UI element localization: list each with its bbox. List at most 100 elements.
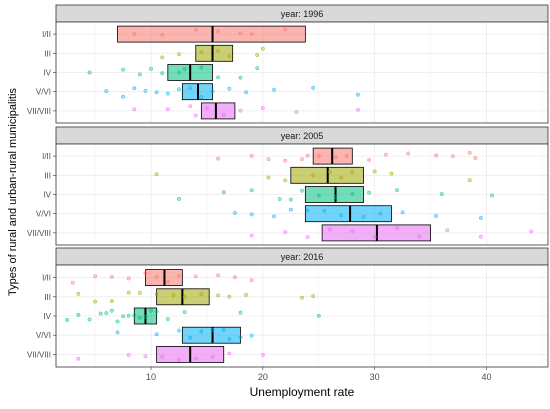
data-point <box>316 153 321 158</box>
data-point <box>467 178 472 183</box>
data-point <box>216 75 221 80</box>
data-point <box>372 169 377 174</box>
data-point <box>177 273 181 278</box>
data-point <box>104 89 109 94</box>
data-point <box>244 90 249 95</box>
data-point <box>177 52 181 57</box>
data-point <box>283 178 288 183</box>
data-point <box>473 156 478 160</box>
data-point <box>434 214 439 218</box>
data-point <box>478 216 483 220</box>
data-point <box>260 352 265 357</box>
data-point <box>439 192 444 196</box>
data-point <box>210 327 215 332</box>
data-point <box>221 327 226 332</box>
data-point <box>232 275 237 280</box>
data-point <box>288 207 293 212</box>
data-point <box>177 70 181 75</box>
data-point <box>227 54 232 59</box>
data-point <box>378 211 383 216</box>
data-point <box>490 193 495 198</box>
data-point <box>76 356 81 361</box>
box-V-VI <box>181 326 241 344</box>
data-point <box>93 274 98 279</box>
x-tick-label: 30 <box>370 372 380 382</box>
data-point <box>478 234 483 239</box>
data-point <box>283 158 288 163</box>
data-point <box>160 354 165 359</box>
data-point <box>177 357 181 362</box>
data-point <box>109 299 114 304</box>
data-point <box>154 274 159 279</box>
data-point <box>328 227 332 232</box>
data-point <box>193 274 198 279</box>
box-III <box>195 44 234 62</box>
box-I-II <box>117 25 306 43</box>
y-tick-label: V/VI <box>36 331 51 340</box>
data-point <box>137 315 142 320</box>
data-point <box>417 234 422 239</box>
data-point <box>389 171 394 176</box>
data-point <box>126 276 131 281</box>
data-point <box>227 294 232 299</box>
data-point <box>406 151 411 156</box>
data-point <box>221 113 226 118</box>
data-point <box>76 312 81 317</box>
data-point <box>109 308 114 313</box>
data-point <box>305 235 310 239</box>
data-point <box>272 214 276 219</box>
data-point <box>132 313 137 318</box>
y-tick-label: VII/VIII <box>27 229 51 238</box>
y-axis-title: Types of rural and urban-rural municipal… <box>7 88 19 296</box>
data-point <box>154 332 159 337</box>
data-point <box>199 95 204 99</box>
data-point <box>238 31 243 36</box>
data-point <box>93 299 98 304</box>
y-tick-label: VII/VIII <box>27 107 51 116</box>
data-point <box>311 294 316 299</box>
data-point <box>126 313 131 318</box>
data-point <box>160 55 165 60</box>
data-point <box>311 85 316 90</box>
data-point <box>355 92 360 97</box>
panel-1: year: 1996 I/II III IV V/VI VII/VIII <box>27 4 549 124</box>
data-point <box>316 313 321 318</box>
data-point <box>272 87 276 92</box>
data-point <box>249 333 254 338</box>
panel-border <box>55 264 549 368</box>
data-point <box>165 317 170 322</box>
data-point <box>249 233 254 238</box>
panel-2: year: 2005 I/II III IV V/VI VII/VIII <box>27 126 549 246</box>
data-point <box>149 308 153 313</box>
x-axis: 10 20 30 40 <box>146 367 492 382</box>
data-point <box>300 295 304 300</box>
facet-strip-label: year: 2005 <box>281 131 324 141</box>
data-point <box>311 173 316 178</box>
data-point <box>160 32 165 37</box>
data-point <box>350 192 355 196</box>
data-point <box>210 89 215 94</box>
data-point <box>529 229 534 234</box>
box-VII-VIII <box>200 102 236 120</box>
y-tick-label: V/VI <box>36 88 51 97</box>
data-point <box>328 170 332 175</box>
data-point <box>126 353 131 357</box>
data-point <box>76 291 81 296</box>
y-tick-label: I/II <box>42 274 51 283</box>
x-tick-label: 10 <box>146 372 156 382</box>
data-point <box>255 66 260 71</box>
data-point <box>115 319 120 324</box>
data-point <box>216 293 221 298</box>
y-tick-label: IV <box>43 191 51 200</box>
data-point <box>344 154 349 158</box>
data-point <box>160 71 165 76</box>
data-point <box>350 229 355 233</box>
y-tick-label: IV <box>43 312 51 321</box>
data-point <box>260 106 265 110</box>
data-point <box>193 113 198 118</box>
y-tick-label: I/II <box>42 152 51 161</box>
data-point <box>266 175 271 180</box>
data-point <box>193 356 198 361</box>
panel-3: year: 2016 I/II III IV V/VI VII/VIII <box>27 247 549 368</box>
data-point <box>355 107 360 112</box>
